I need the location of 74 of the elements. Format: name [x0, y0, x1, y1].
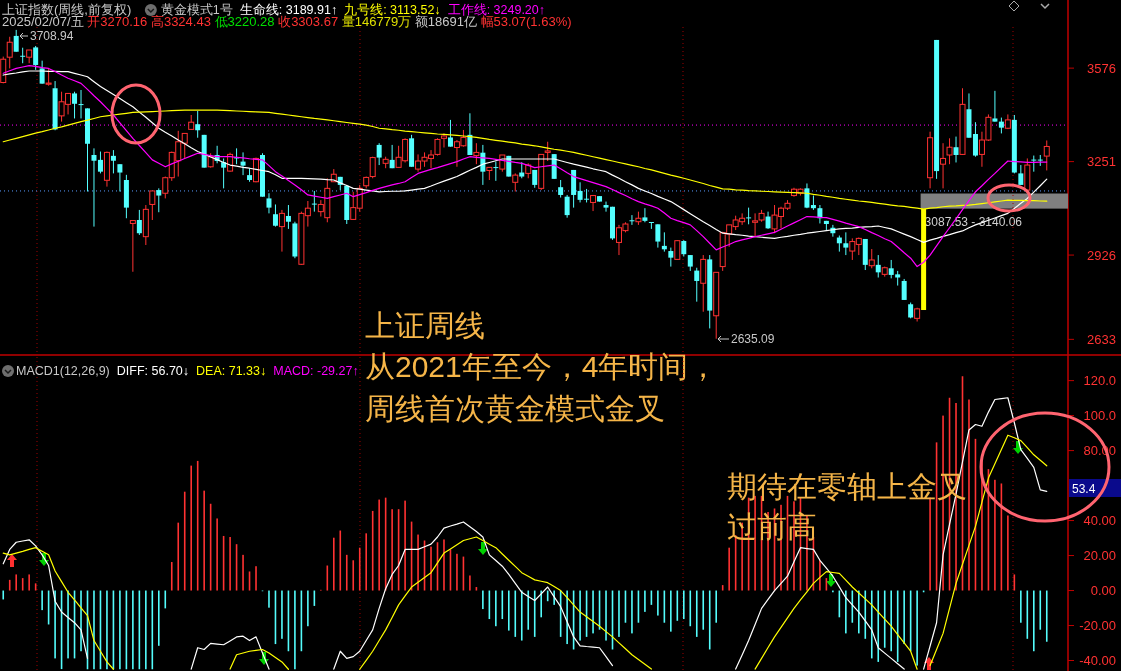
candlestick: [136, 209, 142, 236]
y-tick-label: 100.0: [1083, 408, 1116, 424]
annotation: MACD: -29.27↑: [273, 364, 359, 378]
annotation: 3708.94: [30, 29, 74, 43]
y-tick-label: 20.00: [1083, 548, 1116, 564]
candlestick: [868, 248, 875, 269]
candlestick: [629, 214, 635, 226]
candlestick: [311, 190, 317, 213]
candlestick: [149, 190, 156, 221]
candlestick: [992, 90, 998, 123]
y-tick-label: 0.00: [1090, 583, 1116, 599]
candlestick: [642, 207, 648, 223]
candlestick: [272, 203, 278, 228]
candlestick: [447, 119, 453, 148]
candlestick: [266, 192, 272, 214]
annotation: 上证周线: [365, 309, 485, 342]
candlestick: [376, 142, 382, 166]
candlestick: [33, 45, 39, 71]
candlestick: [590, 194, 597, 212]
candlestick: [473, 142, 480, 165]
y-tick-label: 2633: [1087, 331, 1116, 347]
candlestick: [91, 147, 97, 228]
candlestick: [564, 194, 570, 219]
candlestick: [467, 112, 473, 156]
candlestick: [512, 172, 519, 193]
annotation: 从2021年至今，4年时间，: [365, 350, 719, 383]
candlestick: [901, 278, 907, 301]
y-tick-label: -20.00: [1079, 618, 1116, 634]
y-tick-label: -40.00: [1079, 653, 1116, 668]
y-tick-label: 2926: [1087, 247, 1116, 263]
candlestick: [940, 142, 947, 189]
candlestick: [97, 151, 103, 174]
candlestick: [156, 187, 162, 213]
candlestick: [110, 149, 116, 174]
candlestick: [804, 182, 810, 209]
text: DEA: 71.33↓: [196, 364, 267, 378]
candlestick: [694, 267, 700, 303]
candlestick: [221, 157, 227, 189]
candlestick: [278, 209, 285, 253]
candlestick: [817, 204, 823, 224]
candlestick: [6, 36, 13, 69]
y-tick-label: 40.00: [1083, 513, 1116, 529]
candlestick: [972, 121, 978, 158]
candlestick: [875, 254, 881, 279]
candlestick: [946, 137, 953, 165]
annotation: 周线首次黄金模式金叉: [365, 392, 665, 425]
candlestick: [72, 91, 78, 119]
candlestick: [129, 220, 136, 273]
y-tick-label: 3576: [1087, 60, 1116, 76]
candlestick: [674, 239, 681, 261]
candlestick: [117, 163, 123, 193]
text: 工作线: 3249.20↑: [447, 3, 546, 17]
candlestick: [655, 223, 661, 249]
candlestick: [440, 132, 447, 149]
candlestick: [953, 136, 959, 163]
candlestick: [1018, 164, 1024, 186]
legend-title: 黄金模式1号: [160, 3, 233, 17]
candlestick: [668, 247, 674, 268]
candlestick: [544, 141, 551, 162]
candlestick: [195, 110, 201, 139]
annotation: 2635.09: [731, 332, 775, 346]
candlestick: [843, 231, 849, 256]
candlestick: [78, 89, 84, 119]
candlestick: [240, 151, 246, 176]
candlestick: [700, 254, 707, 313]
candlestick: [493, 161, 499, 182]
text: 53.4: [1072, 482, 1096, 496]
text: DIFF: 56.70↓: [116, 364, 190, 378]
candlestick: [13, 29, 19, 53]
candlestick: [285, 204, 291, 230]
y-tick-label: 120.0: [1083, 373, 1116, 389]
candlestick: [1043, 139, 1050, 171]
legend-title: MACD1(12,26,9): [16, 364, 110, 378]
y-tick-label: 3251: [1087, 154, 1116, 170]
